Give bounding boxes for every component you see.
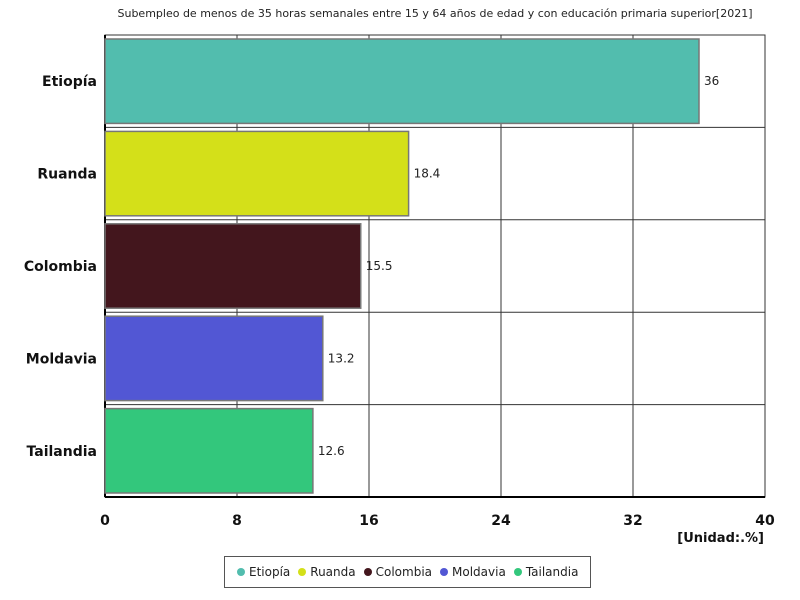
category-label: Etiopía xyxy=(42,74,97,90)
legend-item: Moldavia xyxy=(440,565,506,579)
data-label: 12.6 xyxy=(318,444,345,458)
x-tick-label: 16 xyxy=(359,513,378,529)
data-label: 13.2 xyxy=(328,351,355,365)
chart-title: Subempleo de menos de 35 horas semanales… xyxy=(118,7,753,20)
category-label: Colombia xyxy=(24,259,97,275)
legend-item: Ruanda xyxy=(298,565,356,579)
legend-marker xyxy=(440,568,449,576)
data-label: 18.4 xyxy=(414,167,441,181)
legend-label: Etiopía xyxy=(249,565,291,579)
category-label: Tailandia xyxy=(27,444,97,460)
value-labels: 36 18.4 15.5 13.2 12.6 xyxy=(318,74,719,458)
bar-0 xyxy=(104,38,700,125)
category-label: Ruanda xyxy=(37,167,97,183)
x-tick-label: 40 xyxy=(755,513,775,529)
legend-label: Colombia xyxy=(375,565,433,579)
unit-label: [Unidad:.%] xyxy=(677,531,764,546)
legend-label: Ruanda xyxy=(310,565,356,579)
x-tick-label: 0 xyxy=(100,513,110,529)
legend-label: Tailandia xyxy=(525,565,579,579)
legend-item: Tailandia xyxy=(513,565,579,579)
legend-item: Colombia xyxy=(363,565,433,579)
legend-item: Etiopía xyxy=(237,565,290,579)
category-label: Moldavia xyxy=(26,351,97,367)
legend-label: Moldavia xyxy=(452,565,506,579)
legend-marker xyxy=(363,568,372,576)
data-label: 36 xyxy=(704,74,719,88)
legend: Etiopía Ruanda Colombia Moldavia Tailandia xyxy=(224,556,592,588)
x-tick-label: 32 xyxy=(623,513,642,529)
bars xyxy=(104,38,700,494)
bar-2 xyxy=(104,223,362,309)
legend-marker xyxy=(237,568,245,576)
legend-marker xyxy=(298,568,307,576)
data-label: 15.5 xyxy=(366,259,393,273)
x-tick-label: 8 xyxy=(232,513,242,529)
category-labels: Etiopía Ruanda Colombia Moldavia Tailandia xyxy=(24,74,97,460)
bar-4 xyxy=(104,407,314,494)
x-tick-label: 24 xyxy=(491,513,511,529)
legend-marker xyxy=(513,568,522,576)
x-axis-ticks: 0 8 16 24 32 40 xyxy=(100,513,775,529)
bar-3 xyxy=(104,315,324,402)
bar-1 xyxy=(104,130,410,217)
